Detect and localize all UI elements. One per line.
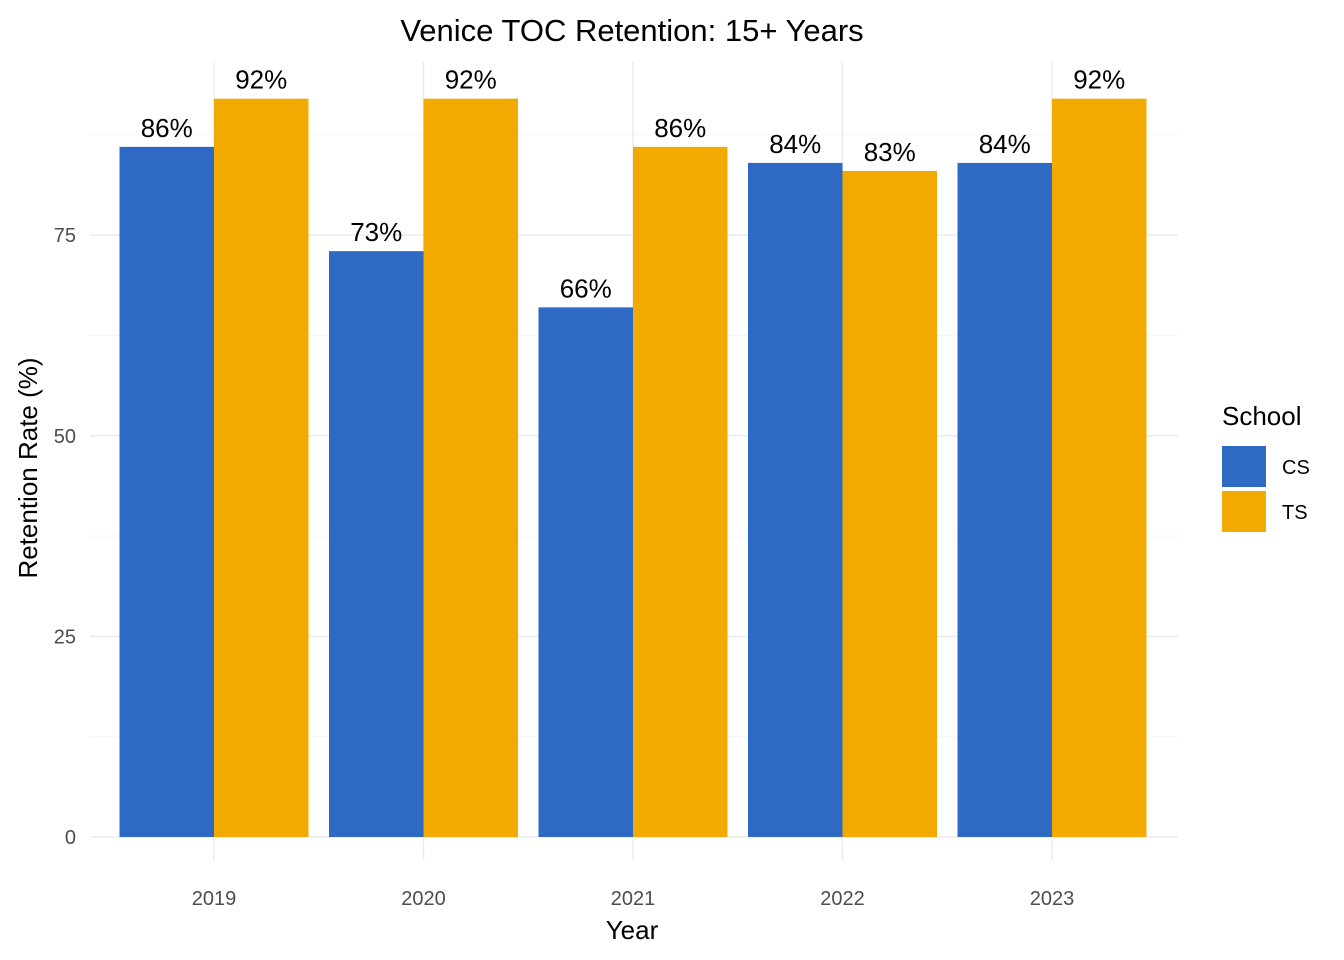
data-label-cs-2021: 66% [560, 273, 612, 303]
legend-label-cs: CS [1282, 457, 1310, 479]
y-axis-title: Retention Rate (%) [13, 357, 43, 578]
x-axis-title: Year [606, 915, 659, 945]
legend-key-cs [1222, 446, 1266, 487]
bar-cs-2020 [329, 251, 424, 838]
bar-cs-2023 [957, 162, 1052, 837]
data-label-cs-2020: 73% [350, 217, 402, 247]
x-tick-label: 2020 [401, 888, 446, 910]
x-tick-label: 2022 [820, 888, 865, 910]
bar-ts-2023 [1052, 98, 1147, 837]
data-label-ts-2020: 92% [445, 65, 497, 95]
legend-key-ts [1222, 491, 1266, 532]
bar-ts-2021 [633, 146, 728, 838]
y-tick-label: 50 [54, 426, 76, 448]
data-label-cs-2019: 86% [141, 113, 193, 143]
data-label-ts-2019: 92% [235, 65, 287, 95]
data-label-ts-2022: 83% [864, 137, 916, 167]
y-tick-label: 25 [54, 626, 76, 648]
x-tick-label: 2023 [1030, 888, 1075, 910]
bar-cs-2019 [119, 146, 214, 838]
data-label-cs-2023: 84% [979, 129, 1031, 159]
bar-ts-2019 [214, 98, 309, 837]
legend: School CS TS [1222, 401, 1310, 532]
bar-cs-2021 [538, 307, 633, 838]
bars-group [119, 98, 1147, 838]
data-label-cs-2022: 84% [769, 129, 821, 159]
data-labels-group: 86% 92% 73% 92% 66% 86% 84% 83% 84% 92% [141, 65, 1126, 304]
legend-title: School [1222, 401, 1302, 431]
bar-ts-2022 [842, 170, 937, 838]
data-label-ts-2023: 92% [1073, 65, 1125, 95]
legend-label-ts: TS [1282, 502, 1308, 524]
x-axis-ticks: 2019 2020 2021 2022 2023 [192, 888, 1075, 910]
bar-cs-2022 [748, 162, 843, 837]
y-tick-label: 75 [54, 225, 76, 247]
bar-ts-2020 [423, 98, 518, 837]
y-axis-ticks: 0 25 50 75 [54, 225, 76, 849]
chart-title: Venice TOC Retention: 15+ Years [400, 13, 863, 48]
x-tick-label: 2021 [611, 888, 656, 910]
data-label-ts-2021: 86% [654, 113, 706, 143]
x-tick-label: 2019 [192, 888, 237, 910]
y-tick-label: 0 [65, 827, 76, 849]
